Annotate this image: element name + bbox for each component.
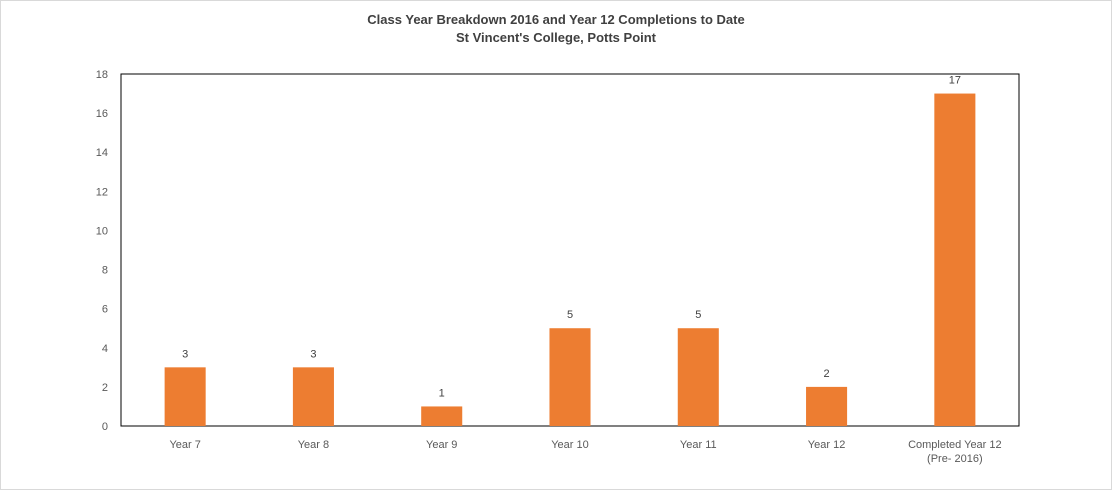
y-tick-label: 4 xyxy=(102,343,108,355)
x-tick-label-line: (Pre- 2016) xyxy=(927,453,983,465)
y-tick-label: 16 xyxy=(96,108,108,120)
y-tick-label: 18 xyxy=(96,69,108,81)
data-label: 5 xyxy=(567,309,573,321)
y-tick-label: 8 xyxy=(102,265,108,277)
bar xyxy=(549,328,591,426)
bar xyxy=(421,406,463,426)
bar xyxy=(164,367,206,426)
x-tick-label-line: Year 8 xyxy=(298,439,329,451)
chart-title-block: Class Year Breakdown 2016 and Year 12 Co… xyxy=(1,11,1111,47)
y-tick-label: 0 xyxy=(102,421,108,433)
x-tick-label: Year 12 xyxy=(808,439,846,451)
data-label: 5 xyxy=(695,309,701,321)
data-label: 3 xyxy=(182,348,188,360)
x-tick-label: Year 10 xyxy=(551,439,589,451)
y-tick-label: 14 xyxy=(96,147,108,159)
bar xyxy=(677,328,719,426)
data-label: 3 xyxy=(310,348,316,360)
x-tick-label-line: Year 9 xyxy=(426,439,457,451)
data-label: 17 xyxy=(949,75,961,87)
x-tick-label-line: Year 12 xyxy=(808,439,846,451)
data-label: 2 xyxy=(824,368,830,380)
y-tick-label: 2 xyxy=(102,382,108,394)
bar xyxy=(806,386,848,426)
x-tick-label-line: Year 11 xyxy=(680,439,717,451)
x-tick-label: Year 11 xyxy=(680,439,717,451)
x-tick-label: Year 9 xyxy=(426,439,457,451)
chart-subtitle: St Vincent's College, Potts Point xyxy=(455,30,657,45)
x-tick-label-line: Year 10 xyxy=(551,439,589,451)
y-tick-label: 10 xyxy=(96,225,108,237)
x-tick-label: Year 7 xyxy=(169,439,200,451)
x-tick-label: Completed Year 12 (Pre- 2016) xyxy=(908,439,1002,465)
x-tick-label-line: Completed Year 12 xyxy=(908,439,1002,451)
x-tick-label-line: Year 7 xyxy=(169,439,200,451)
x-tick-label: Year 8 xyxy=(298,439,329,451)
data-label: 1 xyxy=(439,387,445,399)
y-tick-label: 6 xyxy=(102,304,108,316)
chart-title: Class Year Breakdown 2016 and Year 12 Co… xyxy=(367,12,745,27)
bar xyxy=(934,93,976,427)
bar xyxy=(292,367,334,426)
y-tick-label: 12 xyxy=(96,186,108,198)
